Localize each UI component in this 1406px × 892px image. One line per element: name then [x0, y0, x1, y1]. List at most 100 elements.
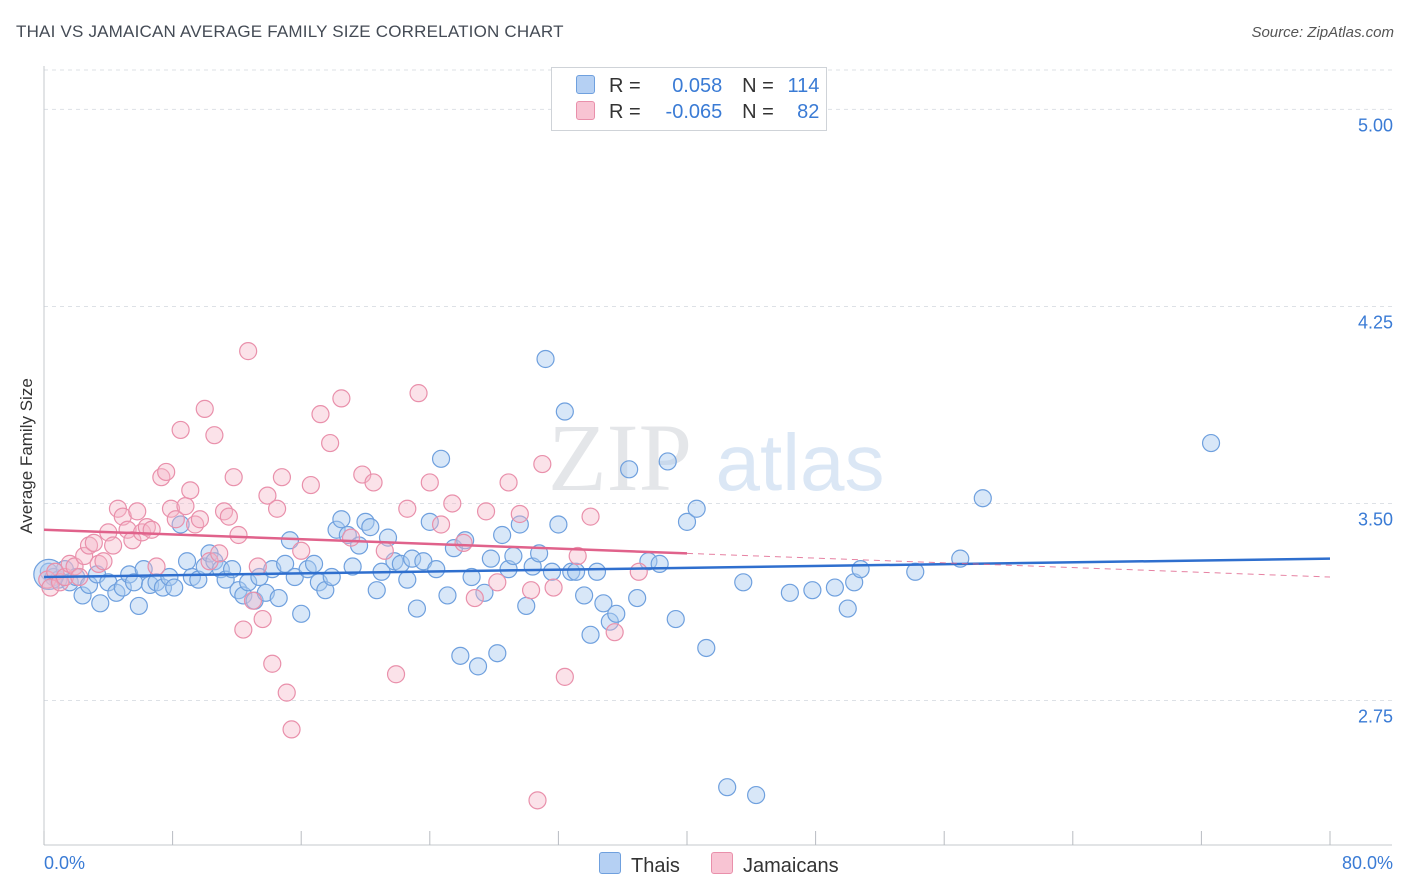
- bottom-jamaican-swatch: [711, 852, 733, 874]
- jamaican-point: [301, 475, 320, 495]
- jamaican-point: [272, 468, 292, 487]
- thai-trend-line: [43, 557, 1331, 579]
- thai-point: [407, 599, 427, 618]
- thai-point: [343, 557, 362, 576]
- thai-point: [438, 586, 457, 605]
- thai-point: [658, 452, 677, 471]
- jamaican-n-value: 82: [797, 101, 820, 123]
- thai-point: [493, 525, 512, 545]
- jamaican-point: [210, 544, 229, 563]
- jamaican-point: [629, 562, 648, 581]
- jamaican-point: [234, 620, 253, 639]
- thai-point: [468, 657, 488, 676]
- thai-point: [549, 515, 568, 534]
- chart-title: THAI VS JAMAICAN AVERAGE FAMILY SIZE COR…: [16, 22, 564, 41]
- watermark-zip: ZIP: [548, 404, 692, 511]
- jamaican-point: [214, 502, 234, 521]
- y-tick-labels: 2.75 3.50 4.25 5.00: [1358, 115, 1393, 726]
- jamaican-point: [152, 468, 171, 487]
- watermark-atlas: atlas: [716, 418, 885, 507]
- jamaican-point: [386, 665, 406, 684]
- jamaican-point: [454, 533, 473, 552]
- thai-point: [165, 578, 184, 597]
- thai-point: [177, 552, 197, 571]
- jamaican-r-label: R =: [609, 101, 641, 123]
- jamaican-point: [364, 473, 383, 492]
- thai-point: [403, 549, 422, 568]
- x-tick-label-start: 0.0%: [44, 853, 85, 873]
- jamaican-point: [292, 541, 311, 560]
- source-credit: Source: ZipAtlas.com: [1251, 24, 1394, 41]
- jamaican-point: [263, 654, 282, 673]
- thai-point: [292, 604, 311, 623]
- thai-point: [628, 588, 647, 608]
- jamaican-swatch: [576, 101, 595, 120]
- thai-r-label: R =: [609, 75, 641, 97]
- thai-point: [734, 573, 753, 592]
- trend-lines: [43, 528, 1331, 579]
- bottom-jamaican-label: Jamaicans: [743, 855, 839, 877]
- jamaican-point: [398, 499, 417, 518]
- jamaican-point: [181, 481, 200, 500]
- thai-point: [838, 599, 857, 618]
- correlation-legend: R = 0.058 N = 114 R = -0.065 N = 82: [551, 67, 827, 131]
- thai-points: [33, 349, 1221, 805]
- jamaican-point: [79, 536, 99, 555]
- bottom-thai-label: Thais: [631, 855, 680, 877]
- jamaican-point: [267, 499, 287, 518]
- thai-r-value: 0.058: [672, 75, 723, 97]
- jamaican-point: [171, 420, 190, 440]
- thai-point: [338, 525, 357, 545]
- thai-point: [481, 549, 500, 568]
- thai-point: [420, 512, 439, 531]
- jamaican-point: [528, 791, 547, 810]
- jamaican-point: [142, 520, 161, 539]
- thai-point: [129, 596, 148, 616]
- thai-point: [780, 583, 799, 602]
- x-tick-labels: 0.0% 80.0%: [44, 853, 1393, 873]
- thai-point: [587, 562, 607, 581]
- jamaican-point: [282, 720, 301, 739]
- jamaican-point: [89, 554, 108, 573]
- jamaican-r-value: -0.065: [665, 101, 723, 123]
- jamaican-point: [488, 573, 507, 592]
- y-tick-label: 4.25: [1358, 312, 1393, 332]
- thai-point: [431, 449, 451, 468]
- jamaican-point: [341, 528, 361, 547]
- jamaican-point: [166, 510, 185, 529]
- jamaican-trend-line: [43, 528, 688, 555]
- jamaican-n-label: N =: [742, 101, 774, 123]
- y-tick-label: 2.75: [1358, 707, 1393, 727]
- thai-point: [427, 560, 446, 579]
- thai-point: [517, 596, 536, 616]
- thai-point: [607, 604, 626, 623]
- thai-point: [906, 562, 925, 581]
- jamaican-point: [476, 502, 496, 521]
- thai-point: [562, 562, 581, 581]
- jamaican-point: [605, 623, 624, 642]
- watermark: ZIP atlas: [548, 404, 884, 511]
- thai-point: [269, 588, 288, 608]
- jamaican-point: [75, 546, 94, 566]
- thai-point: [91, 594, 110, 613]
- thai-point: [1201, 433, 1221, 453]
- thai-point: [171, 515, 190, 534]
- jamaican-point: [499, 473, 518, 492]
- thai-point: [322, 567, 341, 587]
- thai-point: [536, 349, 555, 369]
- thai-point: [462, 567, 481, 587]
- thai-point: [575, 586, 594, 605]
- jamaican-point: [375, 541, 394, 560]
- bottom-thai-swatch: [599, 852, 621, 874]
- thai-point: [398, 570, 417, 589]
- jamaican-point: [510, 504, 529, 524]
- jamaican-point: [420, 473, 439, 492]
- thai-point: [677, 512, 697, 531]
- thai-point: [488, 644, 507, 663]
- jamaican-point: [533, 454, 552, 474]
- jamaican-point: [161, 499, 181, 518]
- jamaican-point: [229, 525, 248, 545]
- y-tick-label: 3.50: [1358, 509, 1393, 529]
- jamaican-point: [60, 554, 79, 573]
